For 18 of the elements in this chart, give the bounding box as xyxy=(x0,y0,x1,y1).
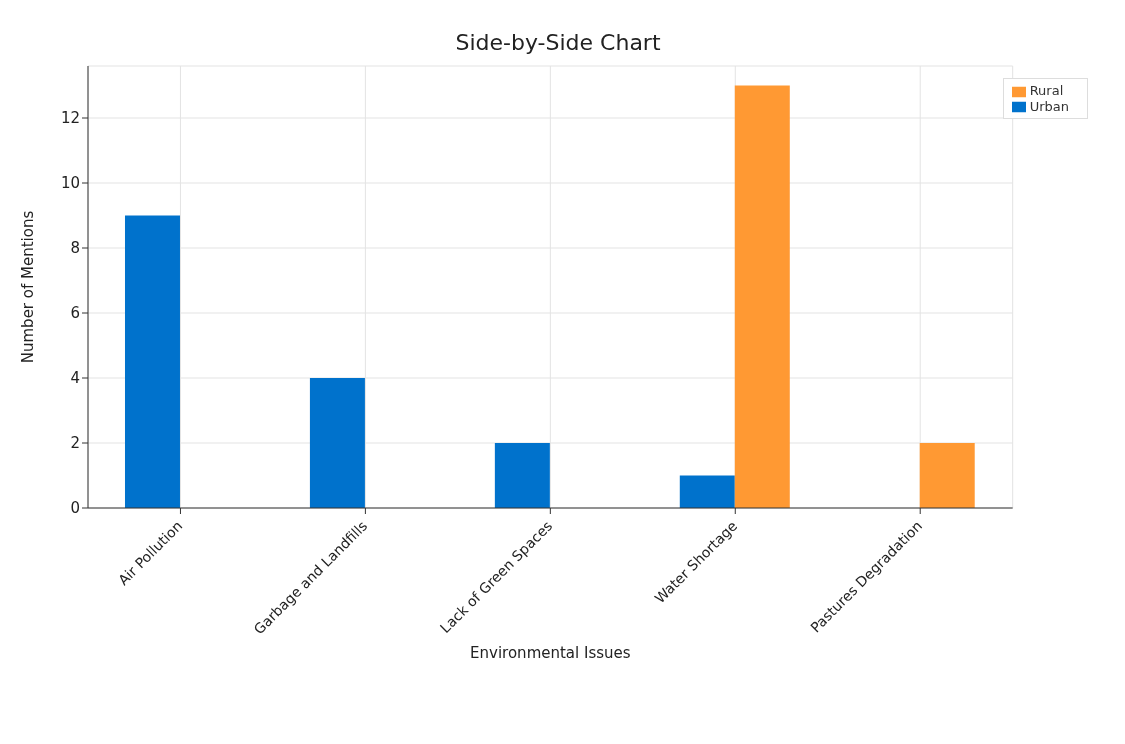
y-tick-label: 6 xyxy=(70,304,80,323)
y-tick-label: 2 xyxy=(70,434,80,453)
bar xyxy=(734,85,790,508)
bar xyxy=(124,215,180,508)
y-axis-title: Number of Mentions xyxy=(19,210,38,364)
x-axis-title: Environmental Issues xyxy=(470,644,631,662)
legend-label: Rural xyxy=(1029,83,1064,98)
y-tick-label: 0 xyxy=(70,499,80,518)
y-tick-label: 12 xyxy=(60,109,80,128)
chart-title: Side-by-Side Chart xyxy=(454,30,662,57)
bar xyxy=(919,443,975,508)
legend-label: Urban xyxy=(1029,98,1069,114)
y-tick-label: 8 xyxy=(70,239,80,258)
bar xyxy=(494,443,550,508)
bar xyxy=(309,378,365,508)
y-tick-label: 4 xyxy=(70,369,80,388)
y-tick-label: 10 xyxy=(60,174,80,193)
bar xyxy=(679,475,735,508)
